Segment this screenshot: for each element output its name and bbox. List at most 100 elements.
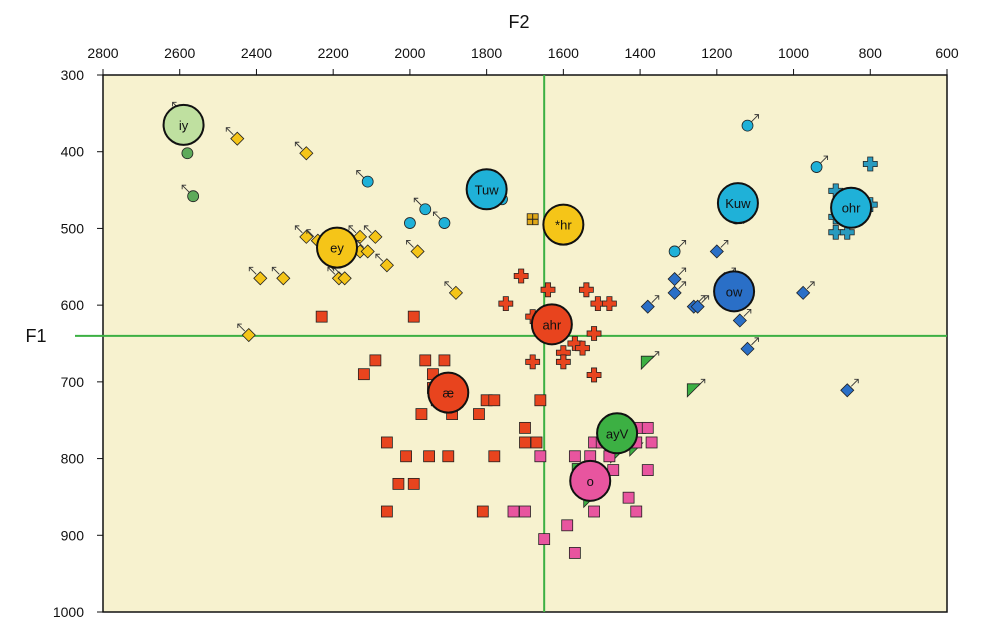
- vowel-mean-label: o: [587, 474, 594, 489]
- trajectory-arrow: [294, 225, 303, 234]
- data-point: [525, 354, 541, 370]
- trajectory-arrow: [406, 239, 414, 248]
- data-point: [519, 436, 531, 449]
- x-tick-label: 2400: [241, 45, 272, 61]
- trajectory-arrow: [678, 239, 687, 248]
- data-point: [507, 505, 520, 518]
- y-tick-label: 900: [61, 527, 85, 543]
- data-point: [315, 310, 328, 323]
- trajectory-arrow: [181, 184, 190, 193]
- data-point: [519, 505, 531, 518]
- data-point: [519, 421, 531, 434]
- data-point: [488, 450, 501, 463]
- data-point: [276, 271, 291, 286]
- vowel-mean-ahr: ahr: [530, 303, 573, 346]
- data-point: [640, 355, 656, 371]
- data-point: [360, 244, 375, 259]
- data-point: [590, 296, 606, 312]
- vowel-mean-label: *hr: [555, 218, 572, 233]
- data-point: [568, 450, 581, 463]
- y-tick-label: 700: [61, 374, 85, 390]
- trajectory-arrow: [651, 295, 660, 303]
- data-point: [400, 450, 412, 463]
- data-point: [337, 271, 352, 286]
- data-point: [538, 533, 551, 546]
- data-point: [369, 354, 382, 367]
- vowel-mean-o: o: [569, 459, 612, 502]
- data-point: [534, 394, 547, 407]
- data-point: [380, 505, 393, 518]
- data-point: [438, 354, 451, 367]
- vowel-mean-æ: æ: [427, 371, 470, 414]
- vowel-mean-ayV: ayV: [596, 412, 639, 455]
- data-point: [630, 505, 643, 518]
- x-tick-label: 2600: [164, 45, 195, 61]
- data-point: [379, 258, 394, 273]
- trajectory-arrow: [751, 337, 759, 346]
- trajectory-arrow: [820, 155, 829, 164]
- trajectory-arrow: [363, 225, 372, 234]
- vowel-mean-label: Kuw: [725, 196, 751, 211]
- data-point: [568, 547, 581, 559]
- data-point: [476, 505, 489, 518]
- data-point: [419, 354, 432, 367]
- x-axis-title: F2: [508, 12, 529, 32]
- data-point: [828, 224, 844, 240]
- data-point: [415, 408, 428, 420]
- vowel-mean-label: ow: [726, 284, 743, 299]
- data-point: [810, 161, 823, 173]
- y-tick-label: 500: [61, 220, 85, 236]
- data-point: [640, 299, 655, 314]
- trajectory-arrow: [225, 127, 234, 135]
- data-point: [361, 175, 374, 188]
- data-point: [442, 450, 455, 463]
- data-point: [448, 285, 464, 300]
- x-tick-label: 2800: [87, 45, 118, 61]
- data-point: [526, 213, 539, 226]
- data-point: [686, 383, 702, 398]
- data-point: [645, 436, 658, 449]
- data-point: [407, 477, 420, 490]
- data-point: [530, 436, 543, 449]
- trajectory-arrow: [294, 141, 303, 150]
- data-point: [641, 464, 654, 476]
- vowel-mean-label: ohr: [842, 201, 861, 216]
- data-point: [641, 421, 654, 434]
- vowel-mean-Tuw: Tuw: [465, 168, 508, 211]
- y-tick-label: 1000: [53, 604, 84, 620]
- data-point: [230, 131, 245, 146]
- data-point: [839, 224, 855, 240]
- data-point: [404, 217, 416, 229]
- vowel-mean-ow: ow: [713, 270, 756, 313]
- data-point: [740, 341, 755, 356]
- trajectory-arrow: [432, 211, 441, 220]
- x-tick-label: 2200: [318, 45, 349, 61]
- x-tick-label: 1600: [548, 45, 579, 61]
- data-point: [555, 354, 571, 370]
- data-point: [540, 282, 556, 298]
- x-tick-label: 1000: [778, 45, 809, 61]
- data-point: [586, 367, 602, 383]
- trajectory-arrow: [678, 281, 687, 290]
- vowel-mean-label: Tuw: [475, 182, 500, 197]
- trajectory-arrow: [678, 267, 687, 276]
- trajectory-arrow: [806, 281, 815, 290]
- x-tick-label: 1400: [625, 45, 656, 61]
- data-point: [588, 505, 600, 518]
- data-point: [299, 146, 314, 161]
- data-point: [410, 244, 425, 259]
- data-point: [423, 450, 435, 463]
- trajectory-arrow: [720, 239, 729, 248]
- data-point: [392, 477, 405, 490]
- data-point: [380, 436, 393, 449]
- data-point: [357, 368, 370, 381]
- data-point: [488, 394, 501, 407]
- trajectory-arrow: [375, 253, 384, 262]
- x-tick-label: 2000: [394, 45, 425, 61]
- vowel-mean-label: ahr: [542, 317, 561, 332]
- trajectory-arrow: [271, 266, 280, 275]
- vowel-mean-label: ey: [330, 241, 344, 256]
- data-point: [840, 383, 855, 398]
